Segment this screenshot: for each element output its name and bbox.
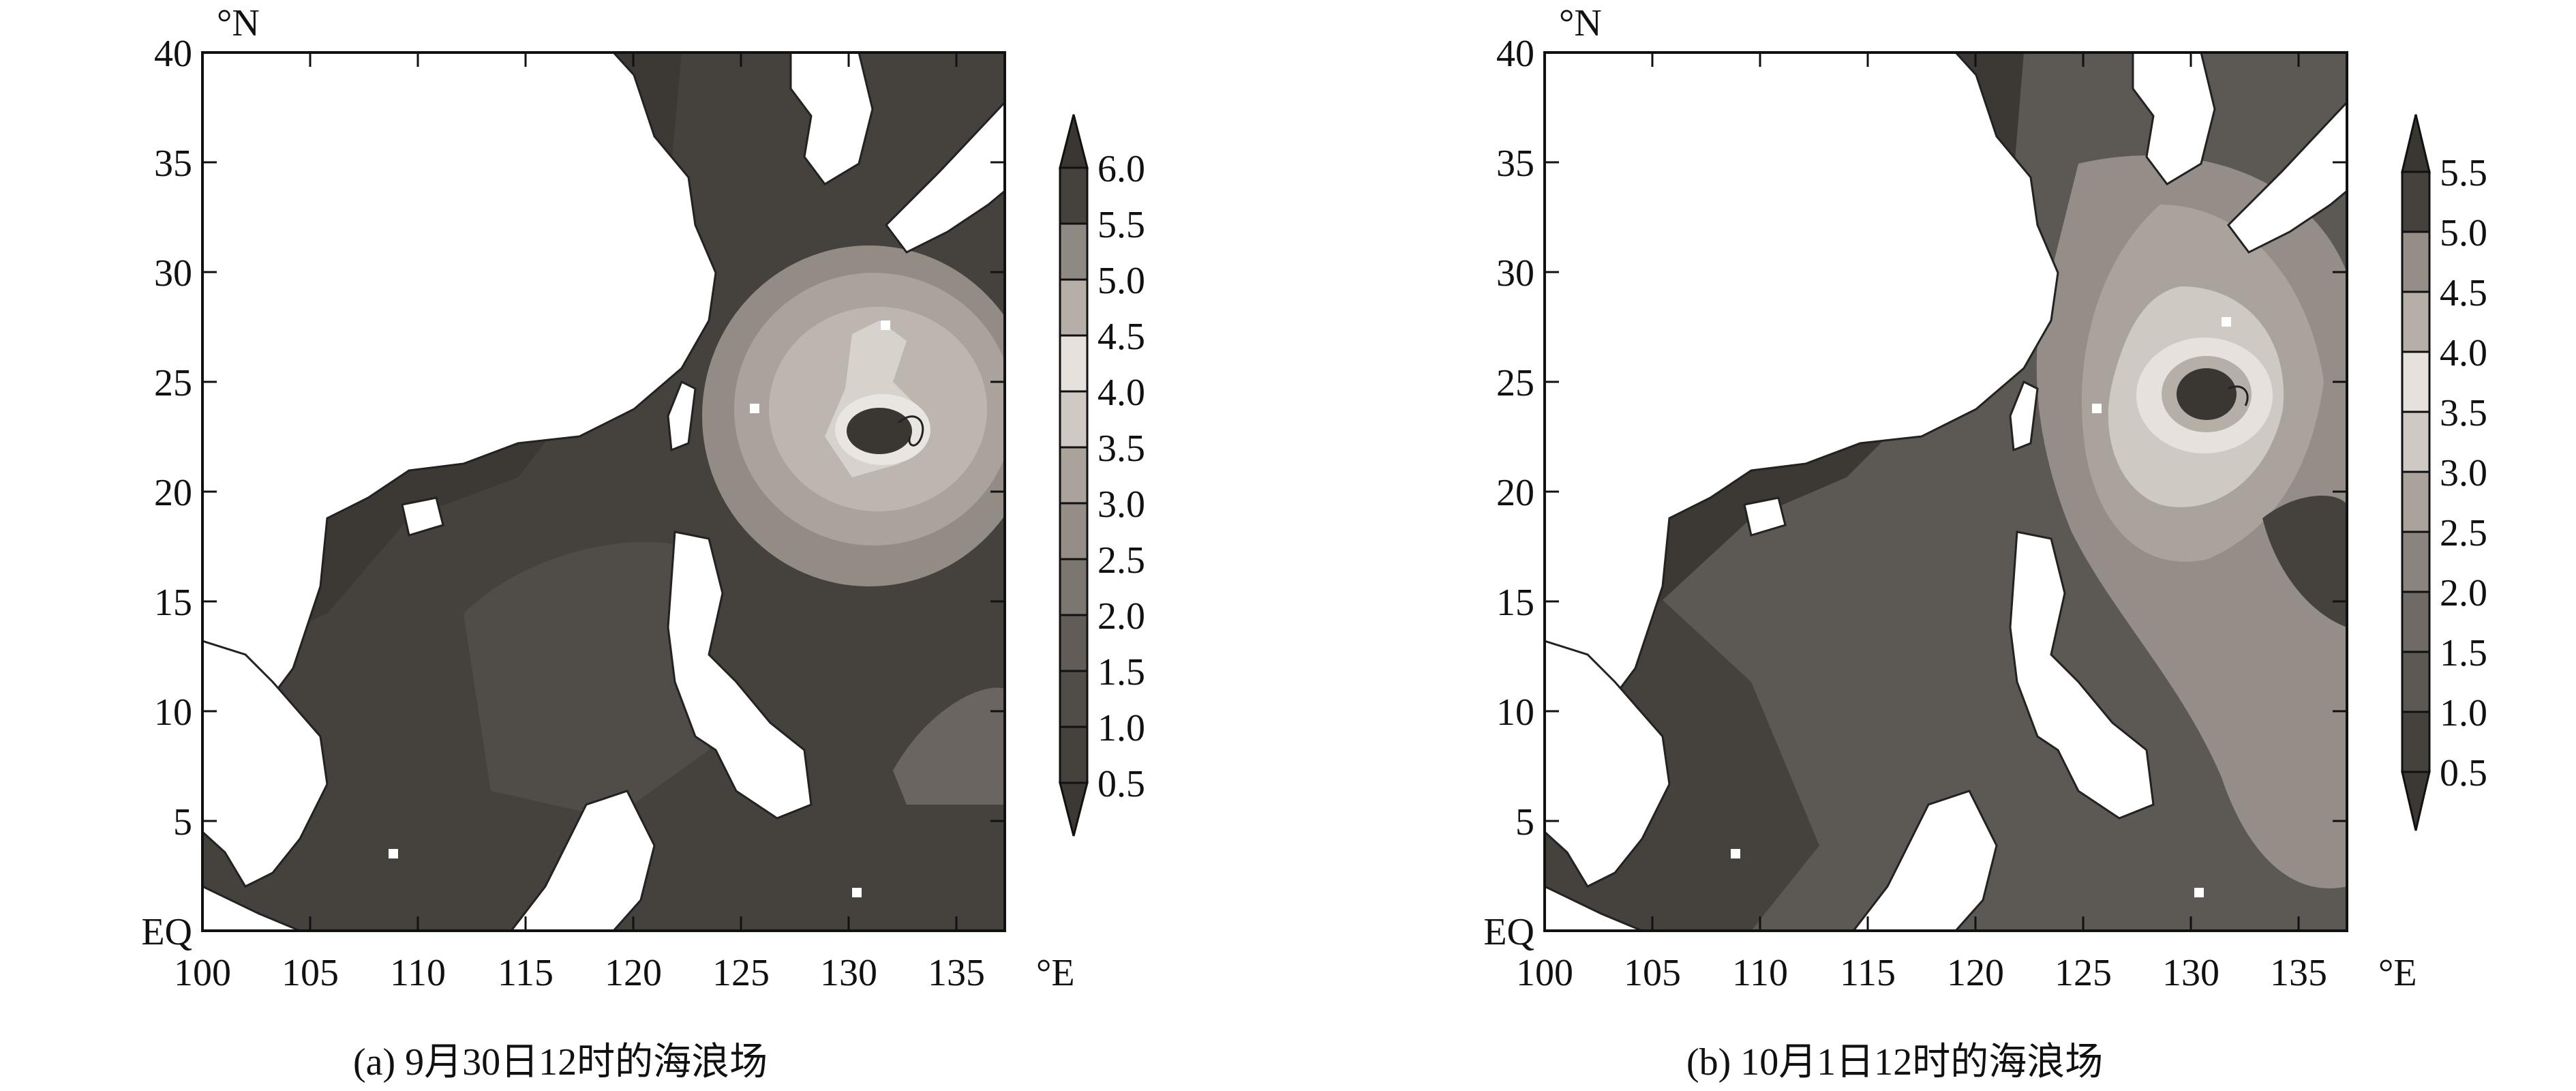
lon-label: 130 xyxy=(820,952,877,994)
colorbar-label: 6.0 xyxy=(1097,148,1145,190)
lon-label: 130 xyxy=(2162,952,2219,994)
lon-label: 115 xyxy=(498,952,554,994)
panel-b-lat-ticks xyxy=(1545,51,2347,932)
panel-b-colorbar-labels: 5.5 5.0 4.5 4.0 3.5 3.0 2.5 2.0 1.5 1.0 … xyxy=(2440,152,2487,794)
panel-b-lat-unit: °N xyxy=(1559,2,1602,44)
panel-a-lat-ticks xyxy=(202,51,1005,932)
lat-label: 35 xyxy=(154,143,192,185)
lon-label: 135 xyxy=(2270,952,2327,994)
lat-label: 40 xyxy=(1496,33,1534,75)
colorbar-label: 2.5 xyxy=(2440,512,2487,554)
lat-label: 20 xyxy=(1496,472,1534,514)
colorbar-label: 1.5 xyxy=(1097,651,1145,693)
colorbar-label: 4.5 xyxy=(1097,316,1145,358)
colorbar-label: 2.0 xyxy=(1097,595,1145,638)
panel-a: 40 35 30 25 20 15 10 5 EQ °N 100 105 110… xyxy=(141,2,1145,1083)
lat-label: 25 xyxy=(1496,362,1534,404)
panel-b-wave-field xyxy=(1545,53,2347,931)
panel-b-lon-ticks xyxy=(1543,53,2300,931)
panel-b-lon-labels: 100 105 110 115 120 125 130 135 xyxy=(1516,952,2327,994)
colorbar-label: 5.0 xyxy=(1097,260,1145,302)
lon-label: 110 xyxy=(390,952,446,994)
panel-a-lat-unit: °N xyxy=(217,2,260,44)
colorbar-label: 5.5 xyxy=(2440,152,2487,194)
lat-label: 25 xyxy=(154,362,192,404)
lat-label: 40 xyxy=(154,33,192,75)
lat-label: 35 xyxy=(1496,143,1534,185)
colorbar-label: 1.0 xyxy=(2440,692,2487,734)
lon-label: 125 xyxy=(712,952,770,994)
colorbar-label: 3.5 xyxy=(1097,428,1145,470)
colorbar-label: 3.5 xyxy=(2440,392,2487,434)
lat-label: 10 xyxy=(1496,691,1534,734)
lat-label: 30 xyxy=(1496,252,1534,295)
lon-label: 115 xyxy=(1840,952,1896,994)
lon-label: 120 xyxy=(605,952,662,994)
colorbar-label: 3.0 xyxy=(1097,483,1145,526)
lon-label: 105 xyxy=(282,952,339,994)
panel-b-lat-labels: 40 35 30 25 20 15 10 5 EQ xyxy=(1483,33,1534,953)
lat-label: 20 xyxy=(154,472,192,514)
lat-label: 15 xyxy=(1496,582,1534,624)
colorbar-label: 1.0 xyxy=(1097,707,1145,749)
lon-label: 120 xyxy=(1947,952,2004,994)
lat-label: 15 xyxy=(154,582,192,624)
panel-b-lon-unit: °E xyxy=(2378,952,2417,994)
lon-label: 110 xyxy=(1732,952,1788,994)
colorbar-label: 5.5 xyxy=(1097,204,1145,246)
panel-b: 40 35 30 25 20 15 10 5 EQ °N 100 105 110… xyxy=(1342,0,2576,1091)
panel-a-graphic: 40 35 30 25 20 15 10 5 EQ °N 100 105 110… xyxy=(141,2,1145,994)
lat-label: 5 xyxy=(173,801,192,843)
panel-a-colorbar-labels: 6.0 5.5 5.0 4.5 4.0 3.5 3.0 2.5 2.0 1.5 … xyxy=(1097,148,1145,805)
lat-label: 5 xyxy=(1515,801,1534,843)
colorbar-label: 4.5 xyxy=(2440,272,2487,314)
lon-label: 100 xyxy=(1516,952,1573,994)
panel-a-wave-field xyxy=(202,53,1005,931)
lon-label: 100 xyxy=(174,952,231,994)
lat-label: 30 xyxy=(154,252,192,295)
panel-a-lon-ticks xyxy=(201,53,958,931)
colorbar-label: 1.5 xyxy=(2440,632,2487,674)
colorbar-label: 3.0 xyxy=(2440,452,2487,494)
lat-label: EQ xyxy=(141,911,192,953)
panel-a-colorbar xyxy=(1059,114,1089,837)
colorbar-label: 2.5 xyxy=(1097,539,1145,582)
panel-b-caption: (b) 10月1日12时的海浪场 xyxy=(1686,1041,2104,1083)
lon-label: 105 xyxy=(1624,952,1681,994)
colorbar-label: 4.0 xyxy=(2440,332,2487,374)
lon-label: 125 xyxy=(2055,952,2112,994)
panel-a-caption: (a) 9月30日12时的海浪场 xyxy=(353,1041,768,1083)
panel-a-lon-labels: 100 105 110 115 120 125 130 135 xyxy=(174,952,985,994)
panel-b-colorbar xyxy=(2401,114,2431,831)
colorbar-label: 4.0 xyxy=(1097,372,1145,414)
panel-a-lat-labels: 40 35 30 25 20 15 10 5 EQ xyxy=(141,33,192,953)
lat-label: EQ xyxy=(1483,911,1534,953)
colorbar-label: 5.0 xyxy=(2440,212,2487,254)
colorbar-label: 0.5 xyxy=(2440,752,2487,794)
lat-label: 10 xyxy=(154,691,192,734)
lon-label: 135 xyxy=(928,952,985,994)
colorbar-label: 0.5 xyxy=(1097,763,1145,805)
panel-b-graphic: 40 35 30 25 20 15 10 5 EQ °N 100 105 110… xyxy=(1483,2,2487,994)
panel-a-lon-unit: °E xyxy=(1036,952,1075,994)
colorbar-label: 2.0 xyxy=(2440,572,2487,614)
